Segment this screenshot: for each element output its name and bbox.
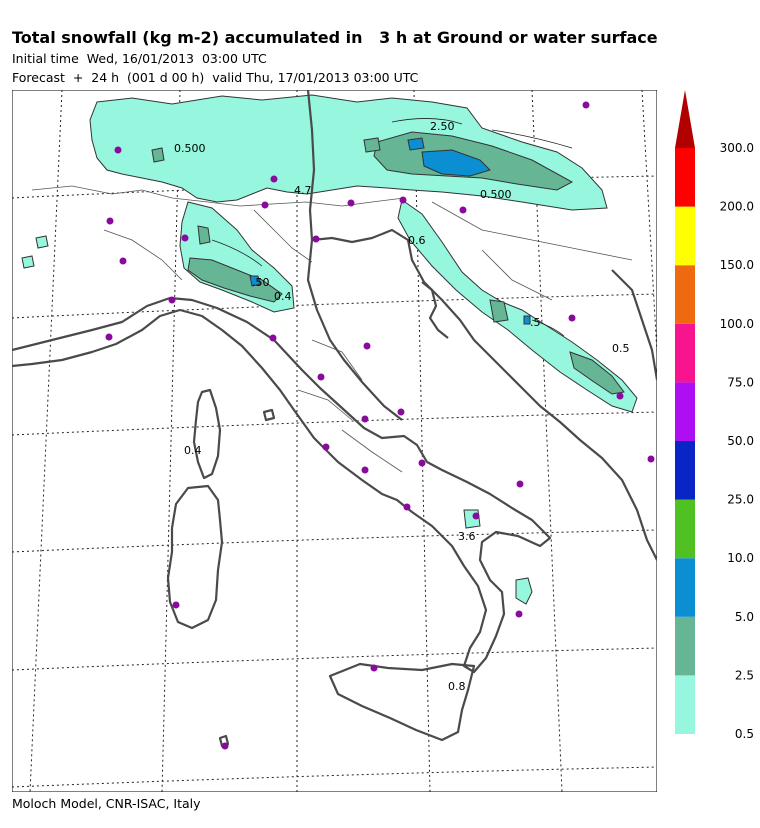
contour-label: 0.500 — [480, 188, 512, 201]
legend-swatch-150.0 — [675, 206, 695, 266]
contour-label: 0.500 — [174, 142, 206, 155]
legend-label: 5.0 — [735, 610, 754, 624]
legend-label: 300.0 — [720, 141, 754, 155]
contour-label-group: 2.50 0.500 0.500 4.7 .50 0.4 0.5 .5 0.8 … — [174, 120, 630, 693]
contour-label: 0.8 — [448, 680, 466, 693]
model-credit: Moloch Model, CNR-ISAC, Italy — [12, 796, 201, 811]
snow-field-5.0 — [249, 137, 531, 325]
legend-label: 10.0 — [727, 551, 754, 565]
contour-label: .50 — [252, 276, 270, 289]
contour-lines — [211, 118, 573, 337]
legend-swatch-2.5 — [675, 616, 695, 676]
legend-swatch-0.5 — [675, 675, 695, 734]
legend-swatch-200.0 — [675, 148, 695, 207]
contour-label: 0.4 — [274, 290, 292, 303]
chart-title: Total snowfall (kg m-2) accumulated in 3… — [12, 28, 658, 47]
legend-label: 50.0 — [727, 434, 754, 448]
contour-label: 2.50 — [430, 120, 455, 133]
legend-label: 2.5 — [735, 668, 754, 682]
legend-label: 100.0 — [720, 317, 754, 331]
legend-swatch-10.0 — [675, 499, 695, 559]
legend-arrow-300.0 — [675, 90, 695, 148]
borders — [31, 185, 633, 473]
initial-time: Initial time Wed, 16/01/2013 03:00 UTC — [12, 51, 267, 66]
snowfall-map: 2.50 0.500 0.500 4.7 .50 0.4 0.5 .5 0.8 … — [12, 90, 657, 792]
station-markers — [105, 101, 655, 750]
legend-swatch-5.0 — [675, 558, 695, 617]
contour-label: 0.4 — [184, 444, 202, 457]
contour-label: 0.6 — [408, 234, 426, 247]
coastline — [12, 90, 657, 748]
contour-label: 0.5 — [612, 342, 630, 355]
legend-label: 75.0 — [727, 375, 754, 389]
contour-label: .5 — [530, 316, 541, 329]
contour-label: 3.6 — [458, 530, 476, 543]
legend-swatch-75.0 — [675, 323, 695, 383]
legend-label: 150.0 — [720, 258, 754, 272]
legend-swatch-50.0 — [675, 382, 695, 441]
legend-swatch-25.0 — [675, 441, 695, 500]
contour-label: 4.7 — [294, 184, 312, 197]
legend-label: 0.5 — [735, 727, 754, 741]
forecast-valid-time: Forecast + 24 h (001 d 00 h) valid Thu, … — [12, 70, 419, 85]
graticule — [12, 90, 657, 792]
legend-swatch-100.0 — [675, 265, 695, 324]
legend-label: 25.0 — [727, 493, 754, 507]
legend-label: 200.0 — [720, 200, 754, 214]
colorbar-legend: 0.5 2.5 5.0 10.0 25.0 50.0 75.0 100.0 150.0 200.0… — [675, 90, 754, 741]
